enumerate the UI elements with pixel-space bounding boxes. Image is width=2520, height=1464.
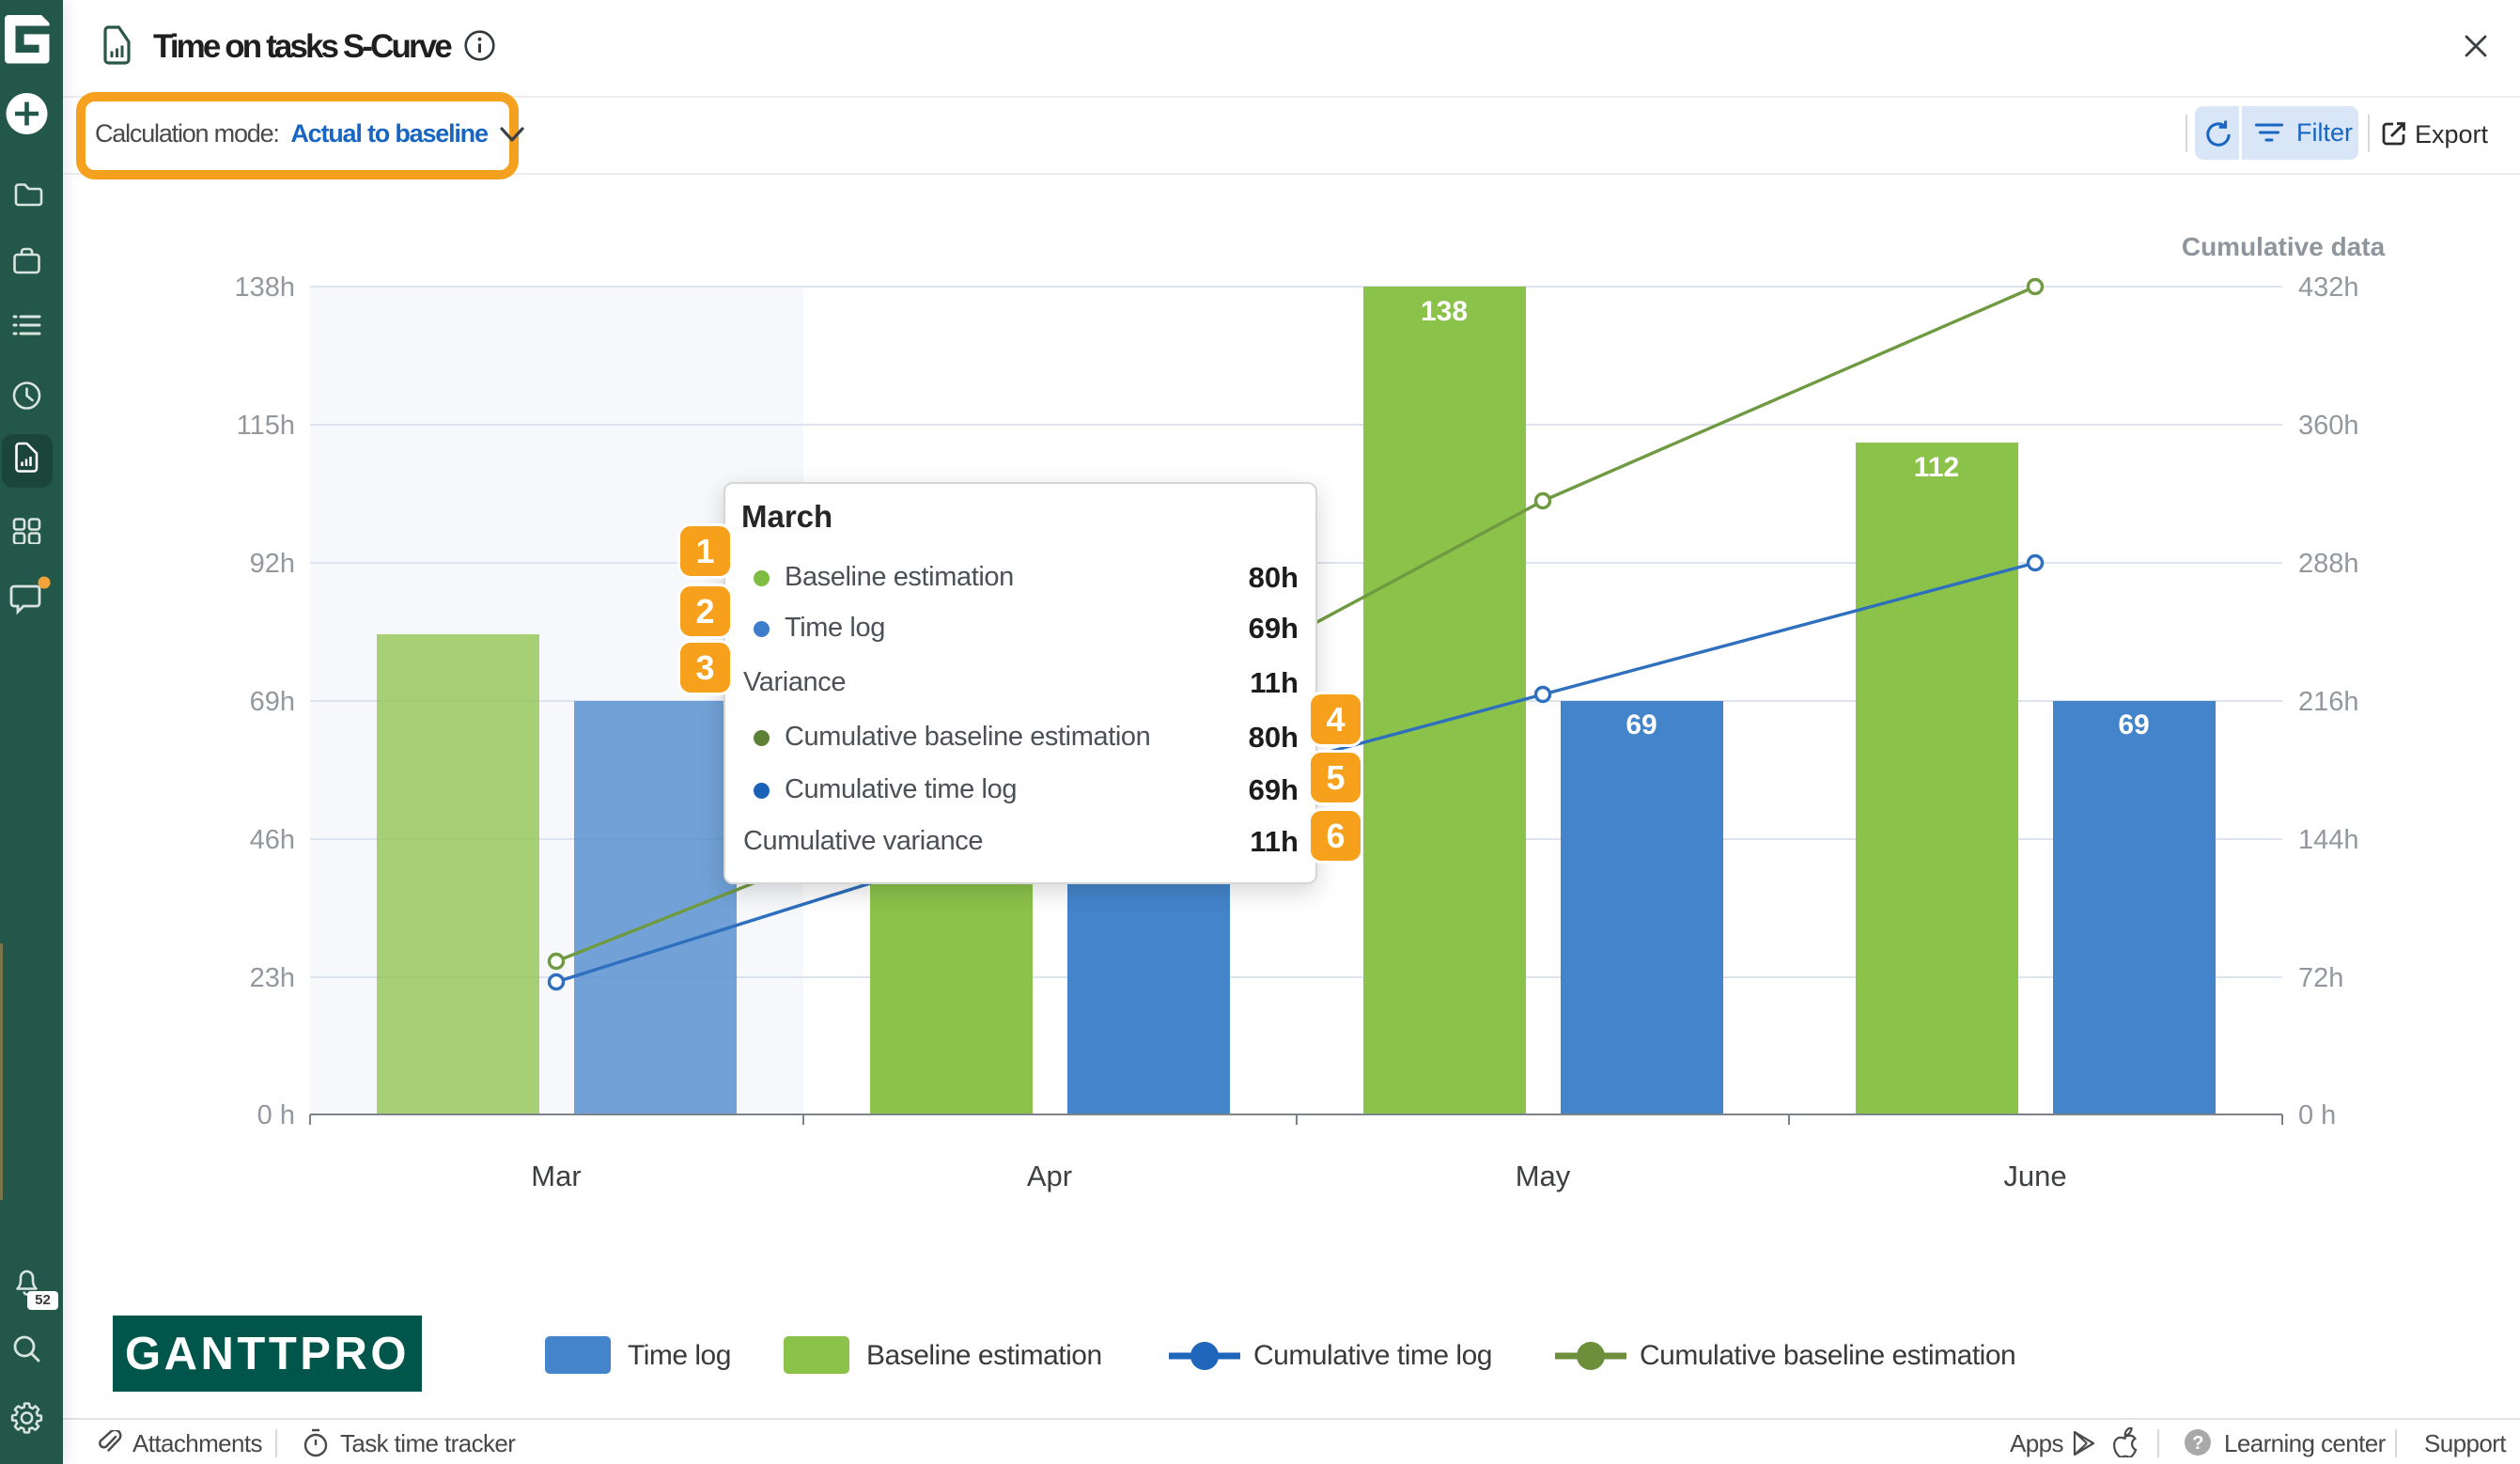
svg-text:Cumulative data: Cumulative data	[2182, 232, 2386, 261]
svg-text:138h: 138h	[234, 273, 295, 303]
svg-text:Mar: Mar	[531, 1160, 581, 1192]
svg-text:138: 138	[1421, 296, 1468, 327]
svg-text:360h: 360h	[2298, 411, 2359, 441]
svg-text:Apr: Apr	[1027, 1160, 1072, 1192]
svg-text:72h: 72h	[2298, 963, 2343, 993]
svg-text:69: 69	[2118, 709, 2149, 740]
svg-text:112: 112	[1914, 452, 1959, 483]
svg-text:92h: 92h	[250, 549, 295, 579]
svg-text:46h: 46h	[250, 825, 295, 855]
svg-text:432h: 432h	[2298, 273, 2359, 303]
svg-text:23h: 23h	[250, 963, 295, 993]
svg-text:115h: 115h	[237, 411, 295, 441]
svg-text:288h: 288h	[2298, 549, 2359, 579]
svg-text:June: June	[2003, 1160, 2066, 1192]
svg-text:0 h: 0 h	[257, 1100, 295, 1130]
svg-text:0 h: 0 h	[2298, 1100, 2336, 1130]
svg-text:216h: 216h	[2298, 687, 2359, 717]
svg-text:May: May	[1516, 1160, 1571, 1192]
svg-text:?: ?	[2192, 1433, 2203, 1454]
svg-text:69h: 69h	[250, 687, 295, 717]
svg-text:144h: 144h	[2298, 825, 2359, 855]
svg-text:69: 69	[1626, 709, 1657, 740]
